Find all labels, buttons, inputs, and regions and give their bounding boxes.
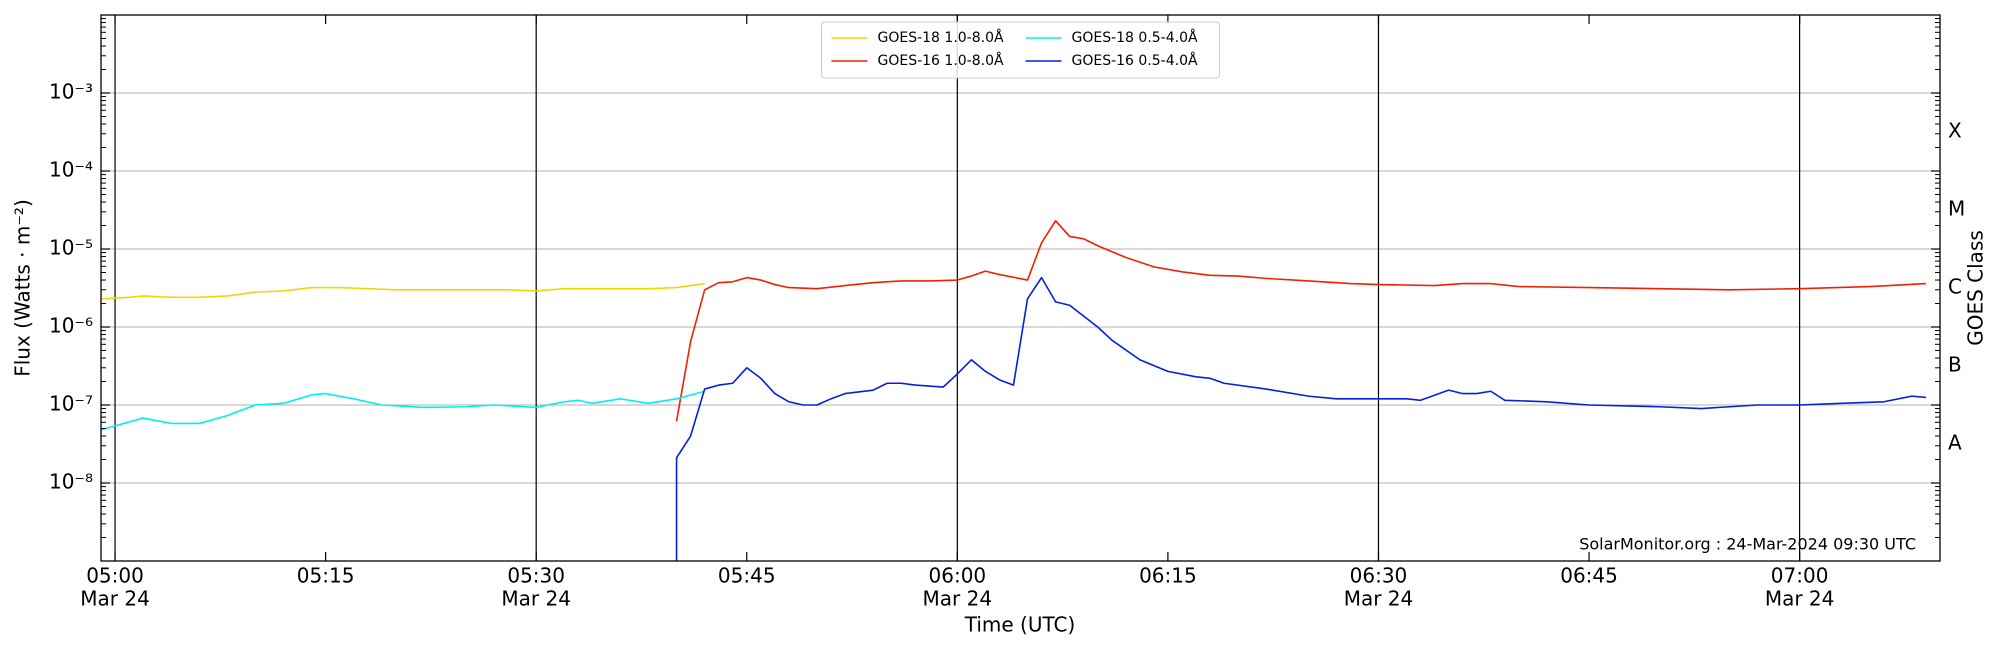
x-tick-label: 07:00 (1771, 564, 1829, 588)
x-tick-label: Mar 24 (1344, 587, 1414, 611)
x-tick-label: 06:00 (929, 564, 987, 588)
series-line (675, 219, 1927, 422)
x-tick-label: Mar 24 (923, 587, 993, 611)
plot-frame (100, 14, 1941, 562)
legend-label: GOES-16 0.5-4.0Å (1072, 52, 1198, 69)
y2-axis-title: GOES Class (1964, 230, 1988, 346)
legend-label: GOES-18 0.5-4.0Å (1072, 29, 1198, 46)
lines (101, 219, 1927, 561)
x-axis-title: Time (UTC) (964, 613, 1076, 637)
y-tick-label: 10⁻⁷ (49, 392, 93, 416)
y-tick-label: 10⁻⁸ (49, 470, 93, 494)
x-tick-label: Mar 24 (1765, 587, 1835, 611)
legend-label: GOES-16 1.0-8.0Å (878, 52, 1004, 69)
legend-label: GOES-18 1.0-8.0Å (878, 29, 1004, 46)
y-tick-label: 10⁻⁵ (49, 236, 93, 260)
y2-tick-label: M (1948, 197, 1965, 221)
y2-tick-label: X (1948, 119, 1962, 143)
x-tick-label: 05:45 (718, 564, 776, 588)
y-tick-label: 10⁻³ (49, 80, 93, 104)
x-tick-label: 06:45 (1560, 564, 1618, 588)
x-tick-label: 06:15 (1139, 564, 1197, 588)
x-tick-label: Mar 24 (80, 587, 150, 611)
series-line (101, 390, 705, 431)
legend-box (821, 21, 1220, 79)
annotation: SolarMonitor.org : 24-Mar-2024 09:30 UTC (1579, 535, 1916, 554)
y-tick-label: 10⁻⁴ (49, 158, 93, 182)
y-axis-title: Flux (Watts · m⁻²) (11, 199, 35, 377)
y-tick-label: 10⁻⁶ (49, 314, 93, 338)
x-tick-label: Mar 24 (501, 587, 571, 611)
x-tick-label: 05:15 (297, 564, 355, 588)
series-line (101, 282, 705, 300)
legend: GOES-18 1.0-8.0Å GOES-16 1.0-8.0Å GOES-18 … (821, 21, 1220, 79)
y2-tick-label: B (1948, 353, 1962, 377)
y2-tick-label: A (1948, 431, 1962, 455)
x-tick-label: 06:30 (1350, 564, 1408, 588)
x-tick-label: 05:00 (86, 564, 144, 588)
grid (101, 15, 1940, 561)
series-line (675, 276, 1927, 561)
x-tick-label: 05:30 (507, 564, 565, 588)
y2-tick-label: C (1948, 275, 1962, 299)
